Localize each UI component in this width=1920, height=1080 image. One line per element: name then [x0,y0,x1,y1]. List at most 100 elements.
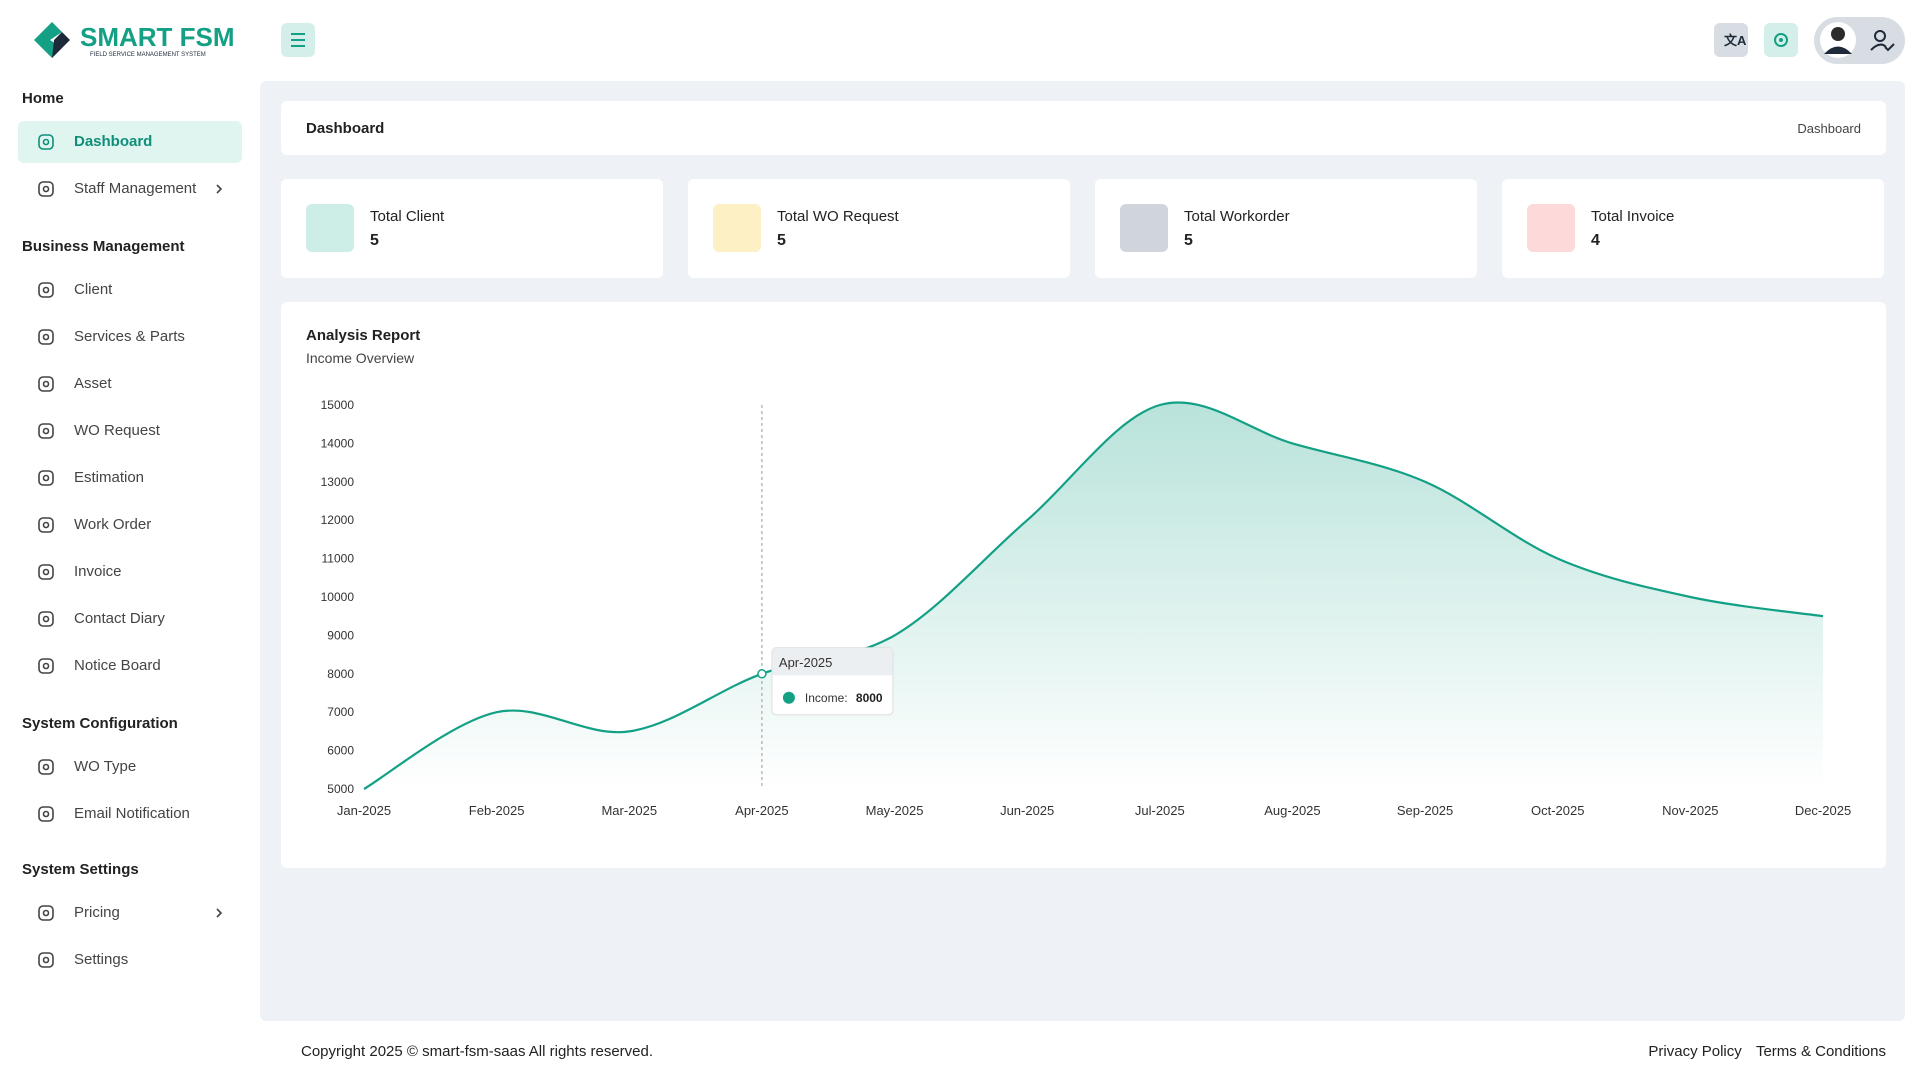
main-content: Dashboard Dashboard Total Client 5 Total W… [260,81,1905,1021]
y-tick-label: 8000 [327,667,354,681]
menu-label: Services & Parts [74,328,185,345]
menu-item[interactable]: Dashboard [18,121,242,163]
menu-item[interactable]: Client [18,269,242,311]
section-heading: System Configuration [22,715,178,732]
line [363,401,1824,790]
language-button[interactable]: 文A [1714,23,1748,57]
x-tick-label: Apr-2025 [735,803,788,818]
stat-icon [1120,204,1168,252]
stat-title: Total Workorder [1184,208,1290,225]
x-tick-label: Dec-2025 [1795,803,1851,818]
x-tick-label: Sep-2025 [1397,803,1453,818]
footer-link[interactable]: Privacy Policy [1648,1043,1742,1060]
x-tick-label: Mar-2025 [601,803,657,818]
x-tick-label: Nov-2025 [1662,803,1718,818]
menu-item[interactable]: Work Order [18,504,242,546]
stat-icon [1527,204,1575,252]
y-tick-label: 15000 [321,398,355,412]
menu-item[interactable]: Asset [18,363,242,405]
menu-item[interactable]: Contact Diary [18,598,242,640]
menu-label: Work Order [74,516,152,533]
menu-icon [38,806,54,822]
menu-label: Dashboard [74,133,153,150]
menu-label: Estimation [74,469,145,486]
tooltip-value: 8000 [856,691,883,705]
section-heading: Home [22,90,64,107]
stat-title: Total WO Request [777,208,899,225]
menu-label: Email Notification [74,805,190,822]
y-tick-label: 10000 [321,590,355,604]
menu-item[interactable]: Invoice [18,551,242,593]
x-tick-label: Oct-2025 [1531,803,1584,818]
menu-icon [38,952,54,968]
menu-icon [38,423,54,439]
page-title: Dashboard [306,120,385,137]
settings-button[interactable] [1764,23,1798,57]
menu-label: Notice Board [74,657,161,674]
breadcrumb[interactable]: Dashboard [1797,121,1861,136]
menu-item[interactable]: Estimation [18,457,242,499]
menu-label: Contact Diary [74,610,165,627]
menu-label: Client [74,281,113,298]
chevron [216,184,223,194]
x-tick-label: Jan-2025 [337,803,391,818]
chevron [216,908,223,918]
menu-icon [38,376,54,392]
svg-text:文A: 文A [1724,33,1747,48]
menu-icon [38,611,54,627]
chart-title: Analysis Report [306,327,420,344]
stat-title: Total Client [370,208,445,225]
menu-icon [38,905,54,921]
copyright: Copyright 2025 © smart-fsm-saas All righ… [301,1043,654,1060]
y-tick-label: 6000 [327,744,354,758]
sidebar: SMART FSM FIELD SERVICE MANAGEMENT SYSTE… [0,0,260,1080]
stat-icon [713,204,761,252]
x-tick-label: Feb-2025 [469,803,525,818]
stat-card: Total WO Request 5 [688,179,1070,278]
menu-item[interactable]: Services & Parts [18,316,242,358]
y-tick-label: 11000 [322,552,355,566]
chart-card: Analysis Report Income Overview 5000 6000… [281,302,1886,868]
menu-toggle[interactable] [281,23,315,57]
y-tick-label: 5000 [327,782,354,796]
profile-button[interactable] [1814,17,1905,64]
menu-item[interactable]: Notice Board [18,645,242,687]
stat-value: 4 [1591,232,1600,249]
menu-icon [38,282,54,298]
section-heading: Business Management [22,238,185,255]
menu-item[interactable]: WO Type [18,746,242,788]
x-tick-label: Aug-2025 [1264,803,1320,818]
menu-label: WO Type [74,758,137,775]
stat-card: Total Client 5 [281,179,663,278]
stat-value: 5 [777,232,786,249]
y-tick-label: 7000 [327,705,354,719]
menu-icon [38,181,54,197]
menu-item[interactable]: Pricing [18,892,242,934]
menu-icon [38,564,54,580]
y-tick-label: 14000 [321,436,355,450]
stat-value: 5 [370,232,379,249]
menu-item[interactable]: Email Notification [18,793,242,835]
menu-item[interactable]: Settings [18,939,242,981]
menu-label: Invoice [74,563,122,580]
chart: Analysis Report Income Overview 5000 6000… [306,327,1851,818]
x-tick-label: May-2025 [866,803,924,818]
menu-label: Asset [74,375,112,392]
footer-links: Privacy Policy Terms & Conditions [1648,1043,1886,1060]
breadcrumb-bar: Dashboard Dashboard [281,101,1886,155]
stat-icon [306,204,354,252]
stat-value: 5 [1184,232,1193,249]
chart-subtitle: Income Overview [306,350,415,366]
tooltip-label: Income: [805,691,848,705]
x-tick-label: Jun-2025 [1000,803,1054,818]
menu-icon [38,759,54,775]
menu-icon [38,517,54,533]
menu-icon [38,329,54,345]
logo-tagline: FIELD SERVICE MANAGEMENT SYSTEM [90,52,206,58]
y-tick-label: 13000 [321,475,355,489]
menu-item[interactable]: WO Request [18,410,242,452]
menu-item[interactable]: Staff Management [18,168,242,210]
menu-label: WO Request [74,422,160,439]
footer-link[interactable]: Terms & Conditions [1755,1043,1886,1060]
